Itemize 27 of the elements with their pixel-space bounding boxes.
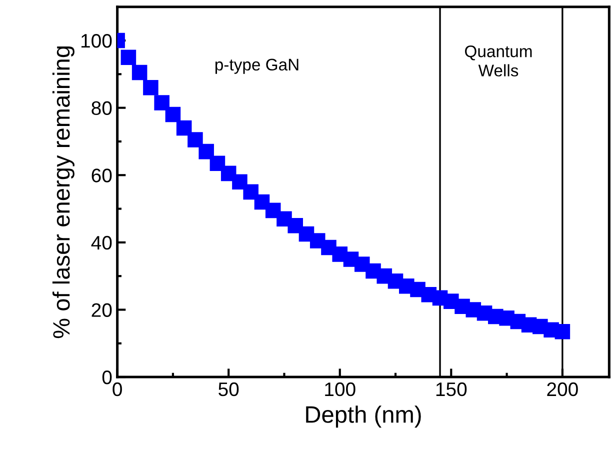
point	[243, 184, 258, 200]
point	[120, 50, 136, 65]
annotation: p-type GaN	[215, 58, 298, 74]
x-tick-label: 150	[436, 382, 467, 396]
point	[232, 174, 248, 190]
y-axis-title: % of laser energy remaining	[52, 46, 74, 338]
point	[143, 80, 158, 96]
y-tick-label: 20	[92, 303, 112, 317]
point	[132, 64, 148, 80]
point	[210, 156, 226, 171]
point	[188, 132, 203, 148]
x-tick-label: 100	[325, 382, 356, 396]
y-tick-label: 100	[81, 34, 112, 48]
y-tick-label: 80	[92, 101, 112, 116]
point	[176, 120, 192, 136]
x-tick-label: 50	[218, 382, 239, 396]
y-tick-label: 40	[91, 236, 112, 250]
point	[554, 324, 570, 340]
point	[198, 144, 214, 160]
y-tick-label: 0	[102, 370, 112, 384]
y-tick-label: 60	[92, 168, 112, 182]
point	[165, 106, 181, 122]
x-tick-label: 0	[112, 382, 122, 396]
x-axis-title: Depth (nm)	[306, 406, 421, 428]
x-tick-label: 200	[547, 382, 578, 396]
annotation: Quantum Wells	[465, 45, 532, 76]
point	[154, 95, 170, 110]
